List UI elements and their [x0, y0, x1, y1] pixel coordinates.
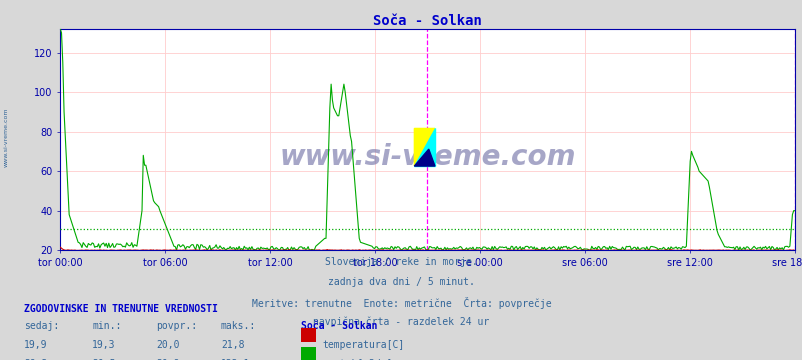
Text: www.si-vreme.com: www.si-vreme.com	[279, 143, 575, 171]
Text: Slovenija / reke in morje.: Slovenija / reke in morje.	[325, 257, 477, 267]
Text: 21,8: 21,8	[221, 340, 244, 350]
Text: 30,9: 30,9	[156, 359, 180, 360]
Text: 39,2: 39,2	[24, 359, 47, 360]
Text: maks.:: maks.:	[221, 321, 256, 332]
Text: Meritve: trenutne  Enote: metrične  Črta: povprečje: Meritve: trenutne Enote: metrične Črta: …	[251, 297, 551, 309]
Text: min.:: min.:	[92, 321, 122, 332]
Text: temperatura[C]: temperatura[C]	[322, 340, 403, 350]
Text: navpična črta - razdelek 24 ur: navpična črta - razdelek 24 ur	[313, 317, 489, 327]
Text: Soča - Solkan: Soča - Solkan	[301, 321, 377, 332]
Text: povpr.:: povpr.:	[156, 321, 197, 332]
Text: pretok[m3/s]: pretok[m3/s]	[322, 359, 392, 360]
Text: 20,5: 20,5	[92, 359, 115, 360]
Text: ZGODOVINSKE IN TRENUTNE VREDNOSTI: ZGODOVINSKE IN TRENUTNE VREDNOSTI	[24, 304, 217, 314]
Text: www.si-vreme.com: www.si-vreme.com	[4, 107, 9, 167]
Text: 19,9: 19,9	[24, 340, 47, 350]
Text: 20,0: 20,0	[156, 340, 180, 350]
Title: Soča - Solkan: Soča - Solkan	[373, 14, 481, 28]
Text: 132,1: 132,1	[221, 359, 250, 360]
Text: 19,3: 19,3	[92, 340, 115, 350]
Text: zadnja dva dni / 5 minut.: zadnja dva dni / 5 minut.	[328, 277, 474, 287]
Polygon shape	[414, 149, 435, 166]
Polygon shape	[414, 129, 435, 166]
Polygon shape	[414, 129, 435, 166]
Text: sedaj:: sedaj:	[24, 321, 59, 332]
